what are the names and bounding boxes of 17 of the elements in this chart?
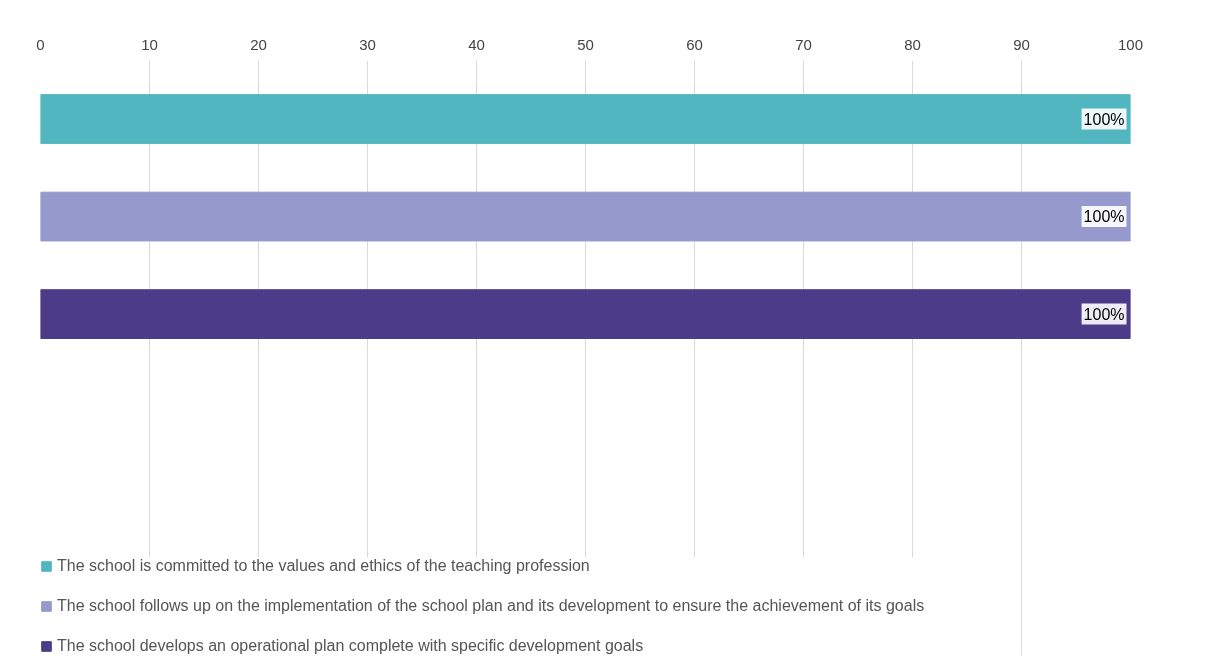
data-label: 100% bbox=[1083, 305, 1125, 323]
x-tick-label: 30 bbox=[359, 35, 376, 53]
x-tick-label: 90 bbox=[1013, 35, 1030, 53]
x-tick-label: 50 bbox=[577, 35, 594, 53]
x-tick-label: 0 bbox=[36, 35, 45, 53]
legend-label: The school follows up on the implementation of the school plan and its development to ensure the achievement of its goals bbox=[57, 597, 925, 615]
x-tick-label: 60 bbox=[686, 35, 703, 53]
data-label: 100% bbox=[1083, 110, 1125, 128]
data-label: 100% bbox=[1083, 208, 1125, 226]
x-tick-label: 10 bbox=[141, 35, 158, 53]
legend-label: The school develops an operational plan complete with specific development goals bbox=[57, 637, 644, 655]
x-tick-label: 80 bbox=[904, 35, 921, 53]
x-tick-label: 20 bbox=[250, 35, 267, 53]
legend-label: The school is committed to the values and ethics of the teaching profession bbox=[57, 557, 590, 575]
x-tick-label: 100 bbox=[1117, 35, 1144, 53]
x-tick-label: 40 bbox=[468, 35, 485, 53]
x-tick-label: 70 bbox=[795, 35, 812, 53]
